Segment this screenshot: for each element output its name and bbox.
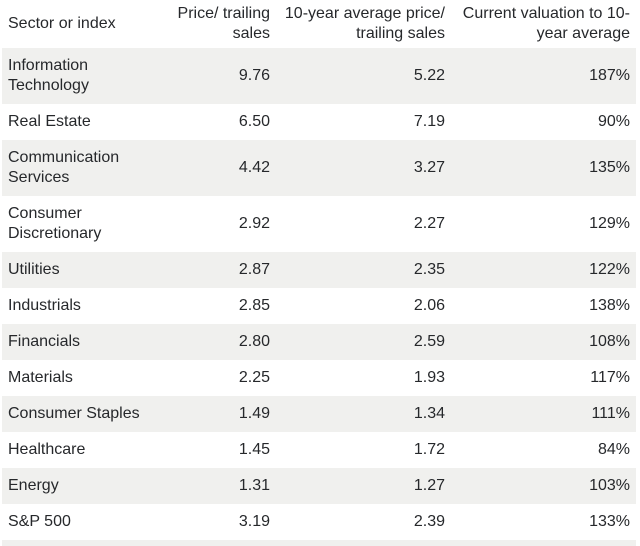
table-row: Consumer Discretionary 2.92 2.27 129% xyxy=(2,196,636,252)
sector-name-cell: Healthcare xyxy=(8,441,86,458)
current-valuation-cell: 90% xyxy=(597,113,630,130)
current-valuation-cell: 103% xyxy=(589,477,630,494)
ten-year-average-cell: 1.93 xyxy=(413,369,445,386)
ten-year-average-cell: 2.39 xyxy=(413,513,445,530)
column-header-current-valuation: Current valuation to 10- year average xyxy=(445,0,636,48)
ten-year-average-cell: 1.27 xyxy=(413,477,445,494)
sector-name-cell: Materials xyxy=(8,369,73,386)
table-row: Information Technology 9.76 5.22 187% xyxy=(2,48,636,104)
current-valuation-cell: 129% xyxy=(589,215,630,232)
sector-name-cell: Financials xyxy=(8,333,81,350)
sector-name-cell: Consumer Staples xyxy=(8,405,140,422)
ten-year-average-cell: 2.35 xyxy=(413,261,445,278)
price-sales-cell: 1.31 xyxy=(238,477,270,494)
ten-year-average-cell: 3.27 xyxy=(413,159,445,176)
current-valuation-cell: 187% xyxy=(589,67,630,84)
table-row: Industrials 2.85 2.06 138% xyxy=(2,288,636,324)
sector-name-cell: Utilities xyxy=(8,261,60,278)
current-valuation-cell: 117% xyxy=(590,369,630,386)
column-header-price-sales: Price/ trailing sales xyxy=(172,0,270,48)
ten-year-average-cell: 2.06 xyxy=(413,297,445,314)
column-header-ten-year-average: 10-year average price/ trailing sales xyxy=(270,0,445,48)
table-row: Communication Services 4.42 3.27 135% xyxy=(2,140,636,196)
current-valuation-cell: 138% xyxy=(589,297,630,314)
current-valuation-cell: 111% xyxy=(591,405,630,422)
price-sales-cell: 3.19 xyxy=(238,513,270,530)
partial-next-row-strip xyxy=(2,540,636,546)
sector-name-cell: Industrials xyxy=(8,297,81,314)
price-sales-cell: 2.85 xyxy=(238,297,270,314)
current-valuation-cell: 84% xyxy=(597,441,630,458)
sector-name-cell: Communication Services xyxy=(8,149,120,186)
header-row: Sector or index Price/ trailing sales 10… xyxy=(2,0,636,48)
current-valuation-cell: 108% xyxy=(589,333,630,350)
price-sales-cell: 2.25 xyxy=(238,369,270,386)
current-valuation-cell: 122% xyxy=(589,261,630,278)
sector-name-cell: S&P 500 xyxy=(8,513,71,530)
table-row: Financials 2.80 2.59 108% xyxy=(2,324,636,360)
price-sales-cell: 6.50 xyxy=(238,113,270,130)
price-sales-cell: 2.92 xyxy=(238,215,270,232)
ten-year-average-cell: 1.34 xyxy=(413,405,445,422)
ten-year-average-cell: 2.27 xyxy=(413,215,445,232)
price-sales-cell: 1.45 xyxy=(238,441,270,458)
sector-name-cell: Consumer Discretionary xyxy=(8,205,102,242)
table-row: Utilities 2.87 2.35 122% xyxy=(2,252,636,288)
current-valuation-cell: 133% xyxy=(589,513,630,530)
price-sales-cell: 2.87 xyxy=(238,261,270,278)
sector-name-cell: Energy xyxy=(8,477,59,494)
sector-name-cell: Real Estate xyxy=(8,113,91,130)
table-row: Materials 2.25 1.93 117% xyxy=(2,360,636,396)
sector-name-cell: Information Technology xyxy=(8,57,89,94)
table-row: Healthcare 1.45 1.72 84% xyxy=(2,432,636,468)
price-sales-cell: 1.49 xyxy=(238,405,270,422)
ten-year-average-cell: 1.72 xyxy=(413,441,445,458)
table-row: S&P 500 3.19 2.39 133% xyxy=(2,504,636,540)
current-valuation-cell: 135% xyxy=(589,159,630,176)
table-row: Energy 1.31 1.27 103% xyxy=(2,468,636,504)
price-sales-cell: 2.80 xyxy=(238,333,270,350)
price-sales-cell: 4.42 xyxy=(238,159,270,176)
price-sales-cell: 9.76 xyxy=(238,67,270,84)
ten-year-average-cell: 2.59 xyxy=(413,333,445,350)
table-row: Real Estate 6.50 7.19 90% xyxy=(2,104,636,140)
table-row: Consumer Staples 1.49 1.34 111% xyxy=(2,396,636,432)
data-table: Sector or index Price/ trailing sales 10… xyxy=(2,0,636,540)
ten-year-average-cell: 5.22 xyxy=(413,67,445,84)
ten-year-average-cell: 7.19 xyxy=(413,113,445,130)
column-header-sector: Sector or index xyxy=(2,0,172,48)
